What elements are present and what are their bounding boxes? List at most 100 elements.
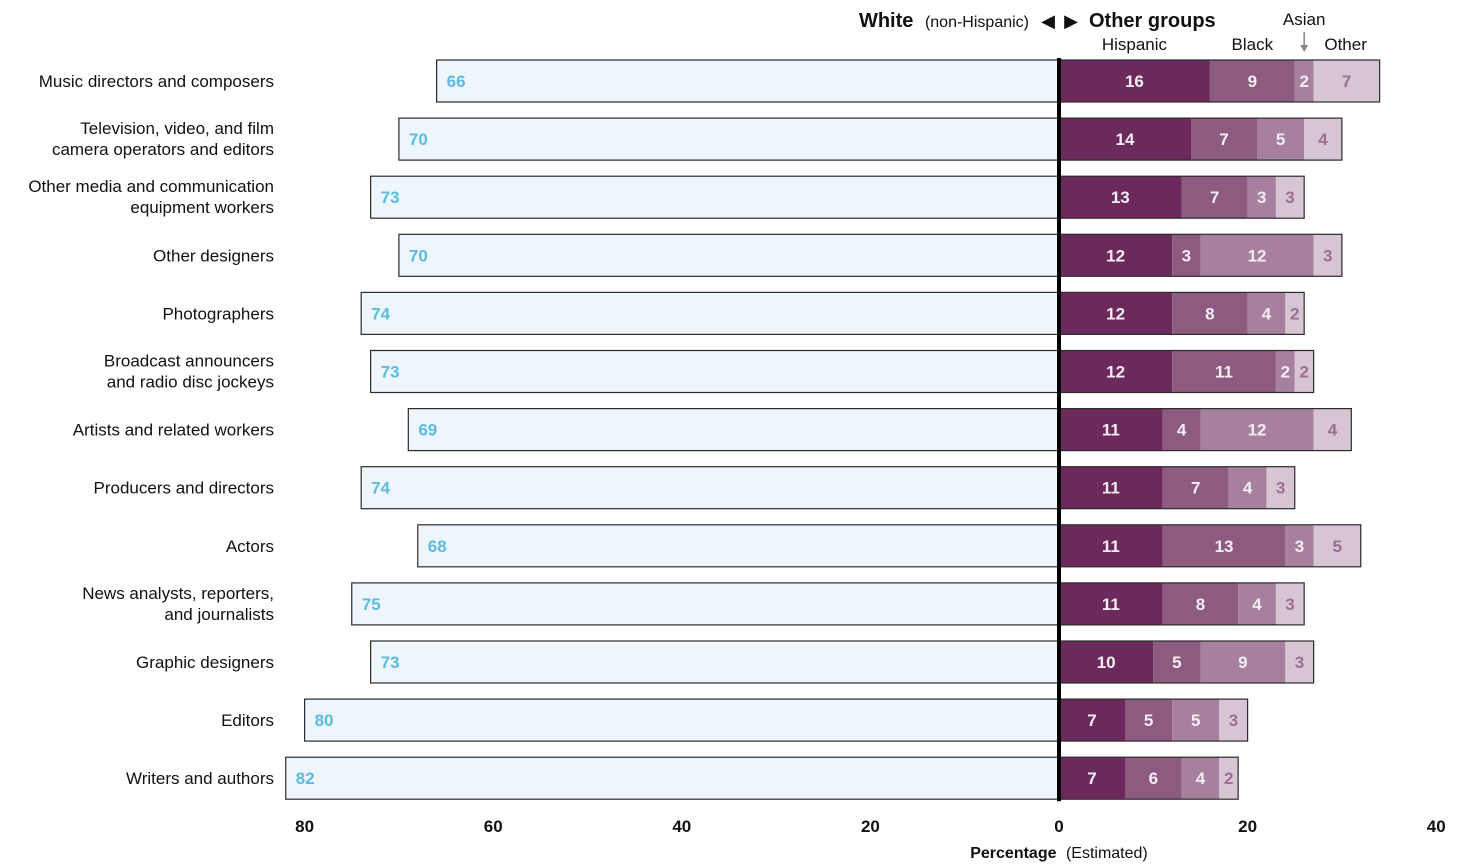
black-segment-label: 6 (1149, 769, 1158, 788)
black-segment (1162, 466, 1229, 509)
category-label: Artists and related workers (73, 421, 274, 440)
right-arrow-icon: ▶ (1064, 11, 1078, 31)
header-other-groups: Other groups (1089, 10, 1216, 32)
white-bar-label: 68 (428, 537, 447, 556)
black-segment (1172, 234, 1201, 277)
category-label-line: Other media and communication (28, 177, 274, 196)
asian-segment-label: 4 (1196, 769, 1206, 788)
asian-segment (1247, 176, 1276, 219)
black-segment (1125, 757, 1182, 800)
bar-row: Graphic designers 73 10 5 9 3 (136, 640, 1315, 684)
hispanic-segment (1059, 176, 1182, 219)
asian-segment-label: 3 (1257, 188, 1266, 207)
white-bar (407, 408, 1060, 452)
white-bar (360, 466, 1060, 510)
hispanic-segment (1059, 234, 1173, 277)
black-segment (1191, 118, 1258, 161)
other-segment-label: 7 (1342, 72, 1351, 91)
bar-row: Photographers 74 12 8 4 2 (162, 291, 1305, 335)
other-segment (1313, 60, 1380, 102)
other-segment (1304, 118, 1342, 161)
header-white-note: (non-Hispanic) (925, 14, 1029, 31)
other-segment (1219, 757, 1239, 800)
white-bar-label: 70 (409, 246, 428, 265)
category-label: Other designers (153, 246, 274, 265)
left-arrow-icon: ◀ (1041, 11, 1055, 31)
white-bar-label: 74 (371, 479, 390, 498)
asian-segment-label: 4 (1252, 595, 1262, 614)
black-segment-label: 11 (1215, 363, 1233, 382)
legend-hispanic: Hispanic (1102, 35, 1168, 54)
black-segment-label: 7 (1191, 479, 1200, 498)
white-bar-label: 69 (418, 421, 437, 440)
hispanic-segment-label: 12 (1106, 363, 1125, 382)
bar-row: Producers and directors 74 11 7 4 3 (94, 466, 1296, 510)
hispanic-segment-label: 10 (1097, 653, 1116, 672)
asian-segment (1257, 118, 1305, 161)
black-segment-label: 5 (1144, 711, 1153, 730)
category-label-line: Broadcast announcers (104, 352, 274, 371)
other-segment (1294, 350, 1314, 393)
hispanic-segment-label: 16 (1125, 72, 1144, 91)
category-label-line: Television, video, and film (80, 119, 274, 138)
hispanic-segment (1059, 350, 1173, 393)
asian-segment (1200, 408, 1314, 451)
white-bar (304, 698, 1060, 742)
asian-segment-label: 9 (1238, 653, 1247, 672)
bar-row: Other designers 70 12 3 12 3 (153, 233, 1343, 277)
black-segment (1209, 60, 1295, 102)
down-arrow-icon (1300, 45, 1309, 52)
other-segment-label: 3 (1276, 479, 1285, 498)
black-segment-label: 8 (1205, 304, 1214, 323)
x-tick-label: 80 (295, 817, 314, 836)
asian-segment-label: 5 (1191, 711, 1200, 730)
category-label-line: Actors (226, 537, 274, 556)
white-bar (360, 291, 1060, 335)
white-bar-label: 73 (381, 188, 400, 207)
hispanic-segment (1059, 60, 1210, 102)
legend-other: Other (1324, 35, 1367, 54)
hispanic-segment-label: 11 (1102, 537, 1120, 556)
white-bar-label: 70 (409, 130, 428, 149)
black-segment (1162, 582, 1239, 625)
black-segment (1172, 350, 1276, 393)
white-bar (417, 524, 1060, 568)
hispanic-segment (1059, 466, 1163, 509)
black-segment-label: 5 (1172, 653, 1181, 672)
bar-row: Artists and related workers 69 11 4 12 4 (73, 408, 1352, 452)
bar-row: Music directors and composers 66 16 9 2 7 (39, 59, 1381, 103)
asian-segment (1285, 524, 1314, 567)
asian-segment-label: 4 (1243, 479, 1253, 498)
x-tick-label: 0 (1054, 817, 1063, 836)
bar-row: Writers and authors 82 7 6 4 2 (126, 756, 1239, 800)
black-segment-label: 3 (1182, 246, 1191, 265)
hispanic-segment (1059, 582, 1163, 625)
other-segment-label: 3 (1295, 653, 1304, 672)
x-tick-label: 40 (1427, 817, 1446, 836)
hispanic-segment-label: 7 (1087, 769, 1096, 788)
category-label: Photographers (162, 304, 274, 323)
asian-segment-label: 12 (1248, 246, 1267, 265)
black-segment (1153, 641, 1201, 683)
hispanic-segment (1059, 292, 1173, 335)
bar-row: Broadcast announcers and radio disc jocke… (104, 349, 1315, 394)
asian-segment (1181, 757, 1220, 800)
other-segment-label: 3 (1229, 711, 1238, 730)
category-label-line: Other designers (153, 246, 274, 265)
x-axis-title-bold: Percentage (970, 845, 1056, 862)
bar-rows: Music directors and composers 66 16 9 2 7 Tele… (28, 58, 1381, 802)
category-label-line: Editors (221, 711, 274, 730)
white-bar (285, 756, 1060, 800)
asian-segment (1238, 582, 1276, 625)
category-label: Producers and directors (94, 479, 274, 498)
category-label: News analysts, reporters, and journalists (82, 584, 274, 624)
category-label: Music directors and composers (39, 72, 274, 91)
category-label-line: Photographers (162, 304, 274, 323)
other-segment-label: 2 (1224, 769, 1233, 788)
chart-header: White (non-Hispanic) ◀ ▶ Other groups (859, 10, 1216, 32)
asian-segment (1275, 350, 1295, 393)
black-segment-label: 9 (1248, 72, 1257, 91)
asian-segment (1200, 234, 1314, 277)
hispanic-segment-label: 14 (1116, 130, 1135, 149)
